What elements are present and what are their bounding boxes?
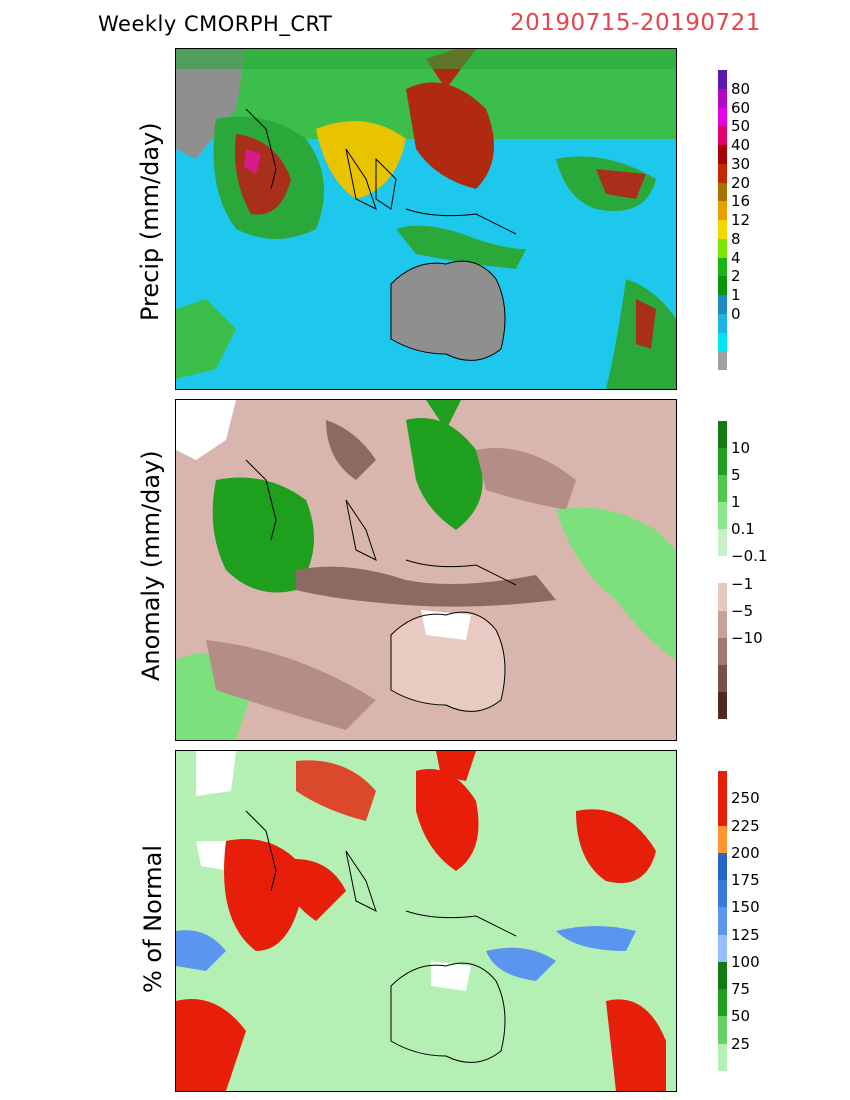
colorbar-segment [718, 637, 727, 665]
colorbar-segment [718, 295, 727, 314]
colorbar-segment [718, 880, 727, 908]
colorbar-segment [718, 313, 727, 333]
colorbar-segment [718, 276, 727, 295]
percent-map [175, 750, 677, 1092]
colorbar-tick-label: −1 [731, 574, 754, 593]
colorbar-tick-label: 2 [731, 267, 741, 286]
colorbar-tick-label: 125 [731, 925, 760, 944]
colorbar-tick-label: 150 [731, 898, 760, 917]
colorbar-tick-label: 25 [731, 1034, 751, 1053]
colorbar-segment [718, 691, 727, 719]
colorbar-segment [718, 238, 727, 258]
colorbar-segment [718, 502, 727, 530]
anomaly-colorbar [718, 421, 727, 719]
colorbar-segment [718, 421, 727, 449]
colorbar-segment [718, 220, 727, 239]
colorbar-tick-label: 1 [731, 493, 741, 512]
colorbar-segment [718, 852, 727, 881]
colorbar-tick-label: 0.1 [731, 520, 755, 539]
colorbar-tick-label: 0 [731, 304, 741, 323]
colorbar-tick-label: 250 [731, 789, 760, 808]
precip-map [175, 48, 677, 390]
colorbar-segment [718, 448, 727, 476]
colorbar-segment [718, 771, 727, 799]
colorbar-tick-label: 4 [731, 248, 741, 267]
colorbar-segment [718, 257, 727, 277]
colorbar-tick-label: 8 [731, 229, 741, 248]
colorbar-tick-label: 5 [731, 466, 741, 485]
colorbar-segment [718, 961, 727, 990]
colorbar-segment [718, 201, 727, 220]
colorbar-segment [718, 332, 727, 352]
precip-colorbar [718, 70, 727, 370]
colorbar-tick-label: −0.1 [731, 547, 768, 566]
colorbar-segment [718, 556, 727, 584]
colorbar-segment [718, 126, 727, 145]
colorbar-segment [718, 145, 727, 164]
colorbar-segment [718, 107, 727, 127]
colorbar-tick-label: 50 [731, 117, 751, 136]
colorbar-segment [718, 529, 727, 557]
colorbar-tick-label: 20 [731, 173, 751, 192]
colorbar-tick-label: 1 [731, 286, 741, 304]
colorbar-segment [718, 583, 727, 611]
date-range: 20190715-20190721 [510, 10, 761, 36]
colorbar-segment [718, 351, 727, 370]
colorbar-segment [718, 907, 727, 935]
colorbar-segment [718, 163, 727, 183]
colorbar-tick-label: −5 [731, 601, 754, 620]
colorbar-tick-label: 50 [731, 1007, 751, 1026]
percent-colorbar [718, 771, 727, 1071]
anomaly-ylabel: Anomaly (mm/day) [137, 450, 165, 681]
colorbar-segment [718, 664, 727, 692]
colorbar-tick-label: 16 [731, 192, 751, 211]
colorbar-tick-label: 75 [731, 980, 751, 999]
colorbar-segment [718, 475, 727, 503]
colorbar-tick-label: 30 [731, 154, 751, 173]
colorbar-tick-label: 10 [731, 439, 751, 458]
colorbar-tick-label: 200 [731, 843, 760, 862]
precip-ylabel: Precip (mm/day) [136, 122, 164, 321]
colorbar-tick-label: 225 [731, 816, 760, 835]
colorbar-tick-label: 100 [731, 952, 760, 971]
colorbar-segment [718, 934, 727, 962]
colorbar-segment [718, 798, 727, 826]
colorbar-segment [718, 70, 727, 89]
colorbar-segment [718, 1016, 727, 1044]
colorbar-segment [718, 610, 727, 638]
anomaly-map [175, 399, 677, 741]
colorbar-segment [718, 1043, 727, 1071]
chart-title: Weekly CMORPH_CRT [98, 12, 333, 36]
colorbar-segment [718, 182, 727, 202]
colorbar-tick-label: 40 [731, 136, 751, 154]
colorbar-segment [718, 825, 727, 853]
percent-ylabel: % of Normal [139, 844, 167, 994]
colorbar-segment [718, 989, 727, 1017]
colorbar-tick-label: 60 [731, 98, 751, 117]
colorbar-tick-label: −10 [731, 628, 763, 647]
colorbar-tick-label: 12 [731, 211, 751, 229]
colorbar-tick-label: 80 [731, 79, 751, 98]
colorbar-tick-label: 175 [731, 871, 760, 890]
colorbar-segment [718, 88, 727, 108]
